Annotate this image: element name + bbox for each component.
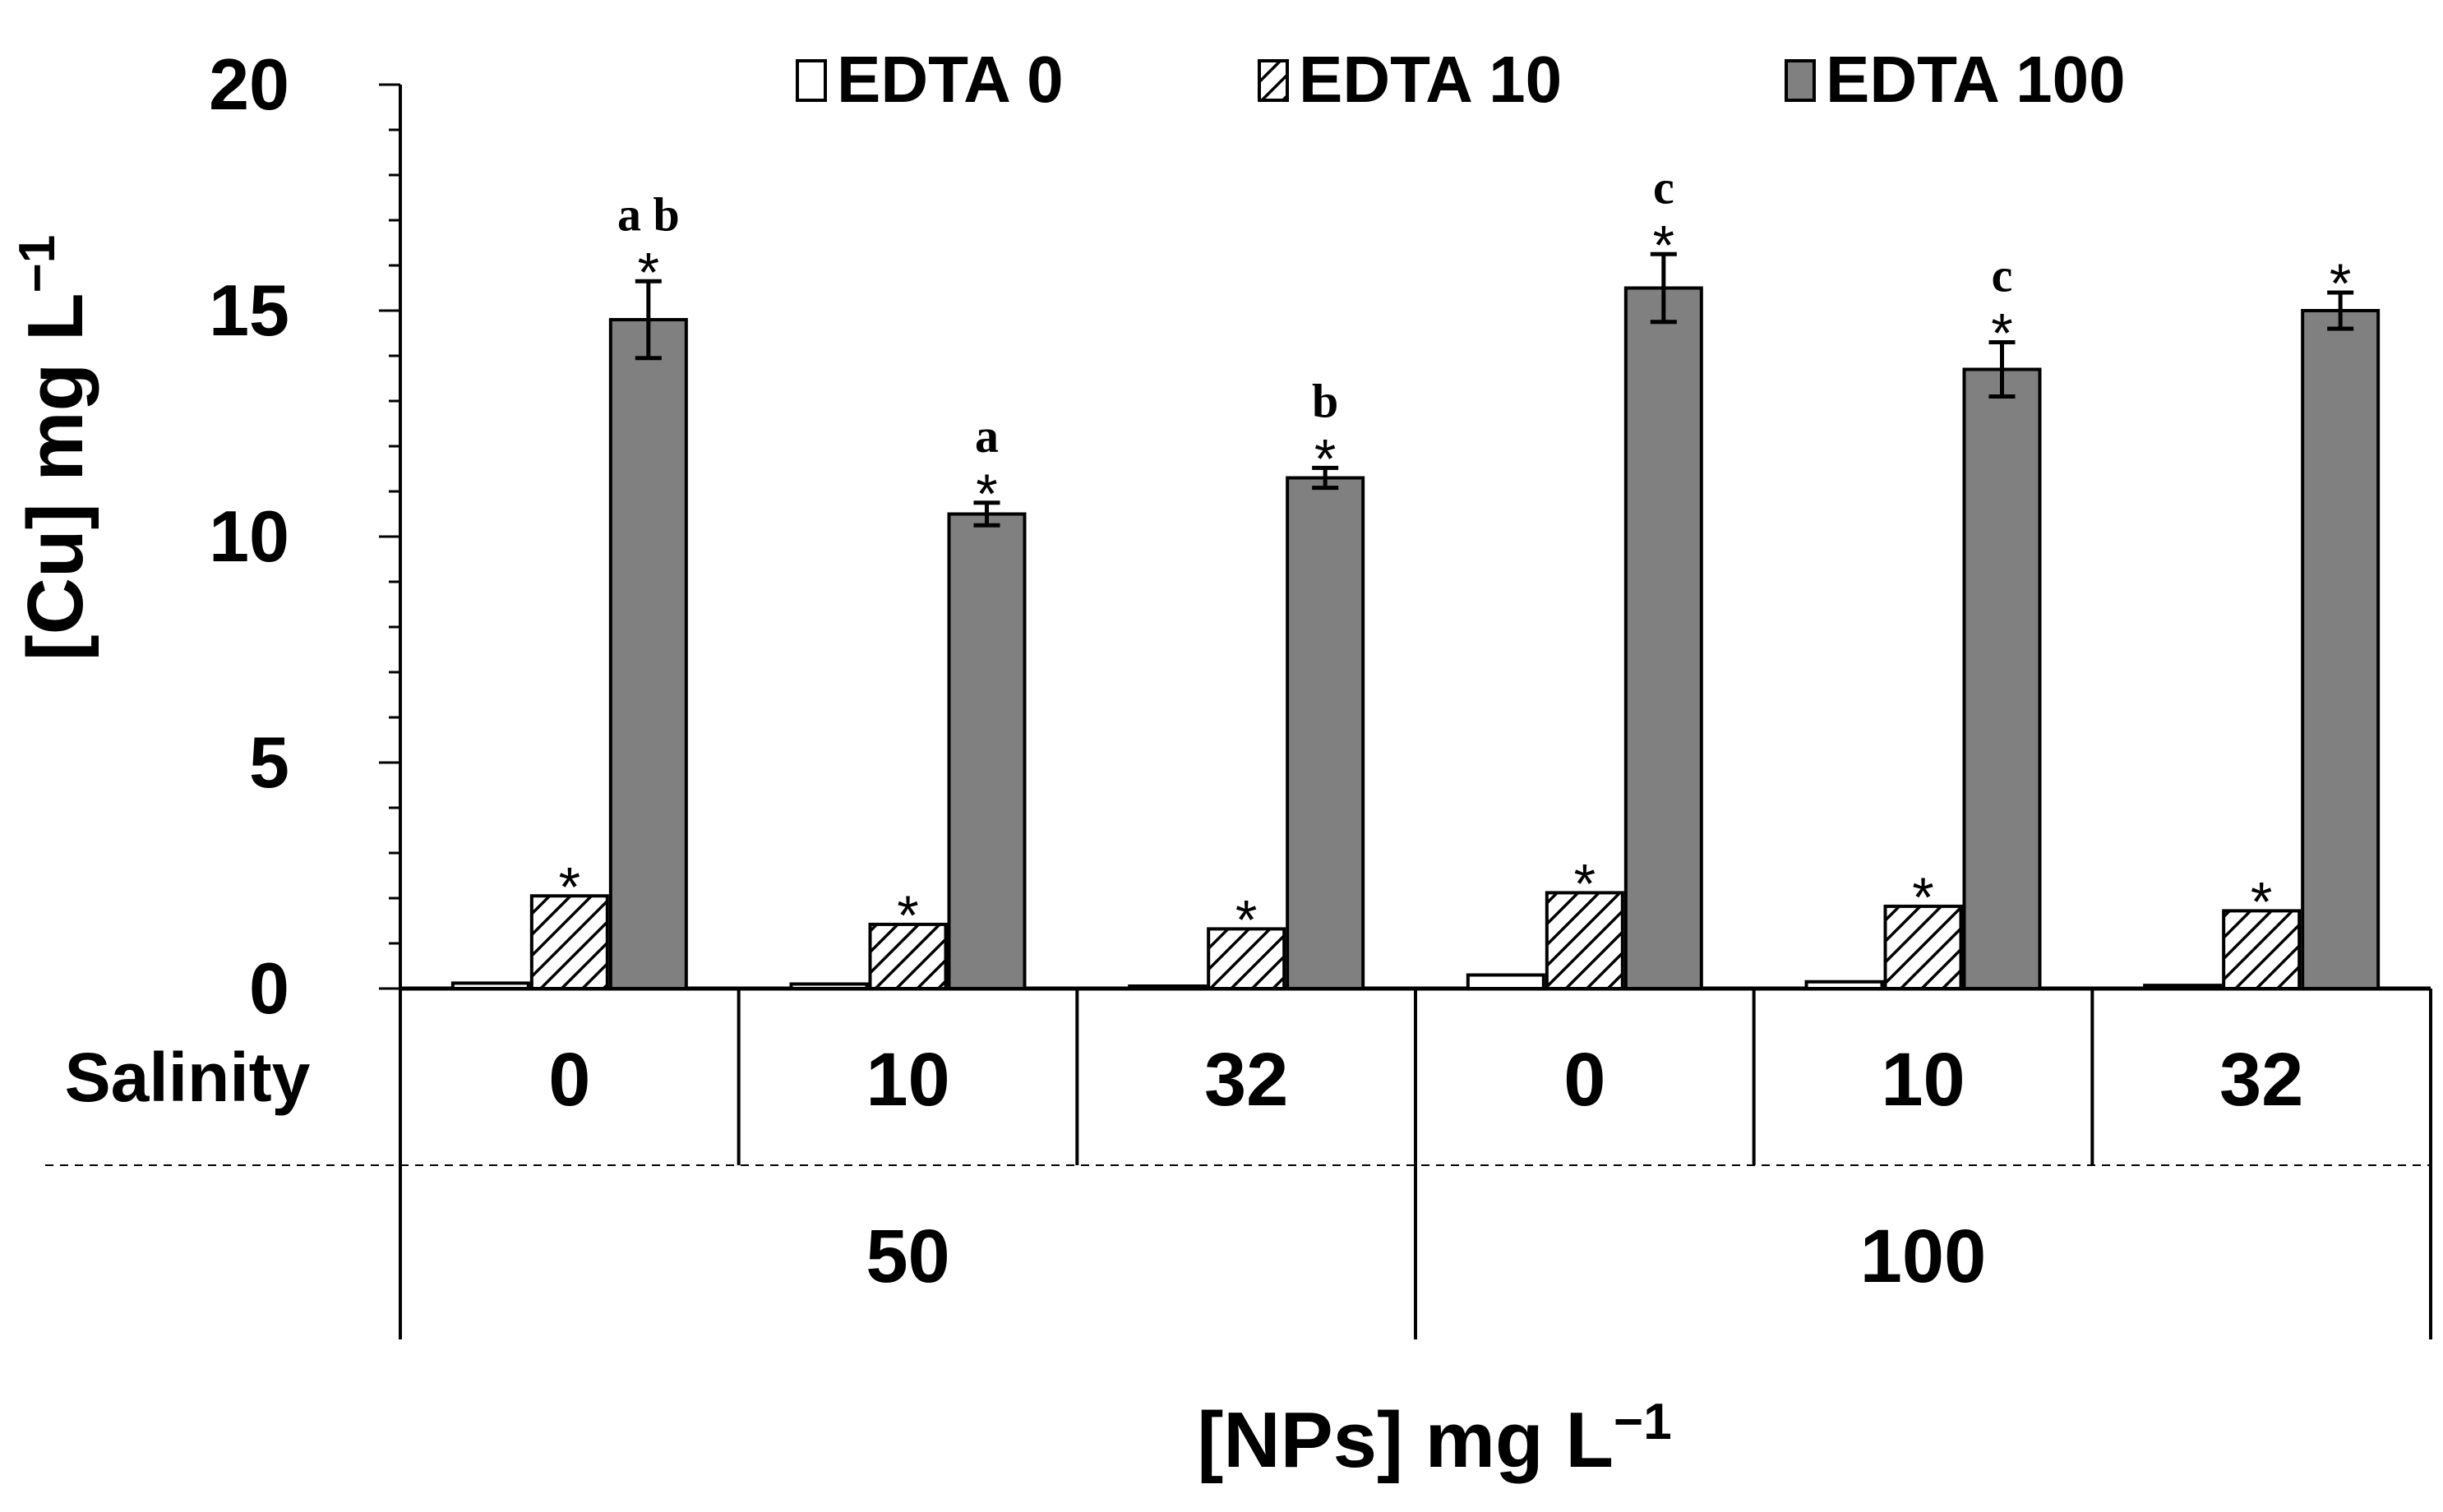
y-axis-title: [Cu] mg L−1: [9, 235, 99, 662]
np-group-label: 50: [866, 1215, 949, 1298]
y-tick-label: 20: [209, 44, 289, 125]
bar: [2143, 984, 2223, 991]
legend: EDTA 0 EDTA 10 EDTA 100: [796, 43, 2126, 116]
y-tick-label: 0: [249, 947, 289, 1029]
bar: [529, 894, 609, 990]
legend-label: EDTA 0: [837, 43, 1064, 116]
bar: [1128, 984, 1208, 990]
significance-star: *: [1574, 852, 1596, 915]
legend-swatch: [796, 59, 827, 102]
significance-star: *: [897, 884, 918, 947]
bar-group: **c: [1466, 160, 1703, 991]
np-group-label: 100: [1860, 1215, 1987, 1298]
group-letter-annotation: a: [975, 409, 999, 463]
legend-swatch: [1258, 59, 1289, 102]
bar: [1545, 891, 1624, 991]
bar: [608, 318, 688, 990]
group-letter-annotation: c: [1653, 160, 1674, 214]
x-axis-title-superscript: −1: [1614, 1394, 1672, 1450]
bar-group: **b: [1128, 374, 1365, 991]
legend-item: EDTA 100: [1785, 43, 2126, 116]
y-axis-title-superscript: −1: [9, 235, 66, 293]
bar: [1883, 904, 1963, 991]
bar-group: **: [2143, 252, 2381, 991]
y-tick-label: 15: [209, 270, 289, 351]
bar: [1207, 927, 1286, 991]
group-letter-annotation: b: [1312, 374, 1338, 427]
legend-label: EDTA 100: [1826, 43, 2126, 116]
significance-star: *: [976, 463, 997, 525]
significance-star: *: [1235, 888, 1257, 951]
significance-star: *: [2251, 870, 2272, 933]
significance-star: *: [1912, 866, 1933, 929]
legend-item: EDTA 0: [796, 43, 1064, 116]
y-tick-label: 10: [209, 496, 289, 577]
category-label: 0: [548, 1038, 590, 1122]
significance-star: *: [2330, 252, 2351, 315]
bar: [2301, 309, 2381, 990]
group-letter-annotation: c: [1992, 249, 2013, 302]
bar: [1623, 286, 1703, 990]
bar: [1286, 476, 1365, 990]
bar: [450, 981, 530, 991]
bar: [947, 512, 1027, 990]
category-label: 0: [1563, 1038, 1605, 1122]
category-label: 10: [1881, 1038, 1965, 1122]
x-axis-title: [NPs] mg L−1: [1197, 1394, 1671, 1484]
category-label: 32: [2219, 1038, 2303, 1122]
category-label: 10: [866, 1038, 949, 1122]
salinity-row-header: Salinity: [65, 1039, 311, 1116]
bars-area: **a b**a**b**c**c**: [400, 160, 2431, 991]
significance-star: *: [638, 241, 659, 303]
bar: [1804, 980, 1884, 990]
bar: [868, 922, 948, 991]
bar: [1466, 973, 1545, 990]
y-tick-label: 5: [249, 721, 289, 803]
bar-group: **c: [1804, 249, 2042, 991]
group-letter-annotation: a b: [617, 187, 680, 241]
bar: [2222, 909, 2302, 991]
significance-star: *: [1991, 302, 2012, 365]
significance-star: *: [559, 855, 580, 918]
significance-star: *: [1314, 427, 1336, 490]
x-axis-title-text: [NPs] mg L: [1197, 1396, 1614, 1484]
x-axis-table: Salinity 0 10 32 0 10 32 50 100: [45, 989, 2432, 1339]
legend-item: EDTA 10: [1258, 43, 1562, 116]
bar-group: **a b: [450, 187, 688, 991]
significance-star: *: [1653, 214, 1674, 276]
legend-label: EDTA 10: [1299, 43, 1562, 116]
category-label: 32: [1204, 1038, 1288, 1122]
bar-group: **a: [789, 409, 1027, 991]
legend-swatch: [1785, 59, 1816, 102]
bar: [789, 982, 869, 990]
y-axis-title-text: [Cu] mg L: [12, 293, 99, 661]
y-axis: 0 5 10 15 20: [209, 44, 402, 1029]
bar: [1962, 367, 2042, 990]
